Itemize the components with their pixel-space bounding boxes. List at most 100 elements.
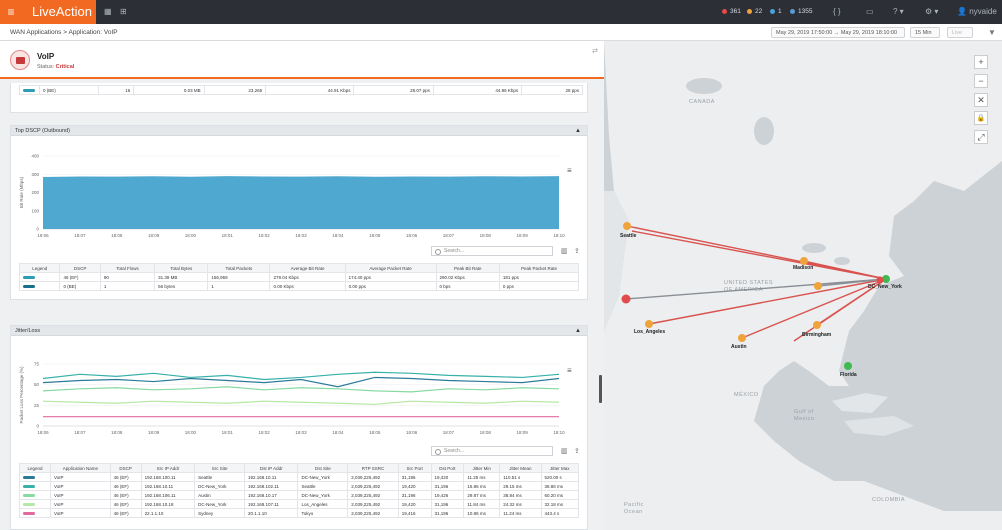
export-icon[interactable]: ⇪ [574, 248, 580, 255]
link-line[interactable] [631, 230, 887, 280]
link-line[interactable] [648, 278, 887, 325]
reset-view-button[interactable]: ✕ [974, 93, 988, 107]
collapse-caret-icon[interactable]: ▲ [575, 128, 581, 134]
live-button[interactable]: Live [947, 27, 973, 38]
jitter-search-input[interactable]: Search... [431, 446, 553, 456]
x-tick-label: 18:08 [480, 233, 492, 238]
column-header[interactable]: DSCP [109, 463, 142, 473]
columns-icon[interactable]: ▥ [561, 248, 568, 255]
table-cell: 29.87 ms [463, 490, 501, 500]
table-cell: 38.86 ms [540, 481, 580, 491]
swap-icon[interactable]: ⇄ [592, 48, 598, 55]
pane-splitter-handle[interactable] [599, 375, 602, 403]
alert-warning-count[interactable]: 22 [747, 8, 762, 15]
column-header[interactable]: Legend [18, 463, 52, 473]
column-header[interactable]: Dst Port [430, 463, 465, 473]
column-header[interactable]: Application Name [50, 463, 111, 473]
column-header[interactable]: Jitter Min [463, 463, 501, 473]
table-row[interactable]: VoIP 46 (EF) 22.1.1.10 Sydney 20.1.1.10 Tokyo… [18, 508, 580, 518]
time-range-picker[interactable]: May 29, 2019 17:50:00 → May 29, 2019 18:… [771, 27, 905, 38]
hamburger-menu-icon[interactable]: ≡ [0, 0, 22, 24]
link-line[interactable] [793, 278, 887, 342]
city-label-madison: Madison [793, 265, 813, 271]
filter-icon[interactable]: ▼ [988, 28, 996, 37]
column-header[interactable]: Average Bit Rate [269, 263, 346, 273]
link-line[interactable] [741, 278, 887, 339]
line-series [42, 371, 560, 381]
table-row[interactable]: 46 (EF) 90 31.39 MB 156,959 279.04 Kbps 174.4… [18, 272, 580, 282]
city-node-alert[interactable] [876, 276, 884, 284]
collapse-caret-icon[interactable]: ▲ [575, 328, 581, 334]
columns-icon[interactable]: ▥ [561, 448, 568, 455]
fullscreen-button[interactable]: ⤢ [974, 130, 988, 144]
export-icon[interactable]: ⇪ [574, 448, 580, 455]
table-row[interactable]: VoIP 46 (EF) 192.168.100.11 Seattle 192.168.… [18, 472, 580, 482]
column-header[interactable]: Jitter Mean [499, 463, 542, 473]
table-row[interactable]: VoIP 46 (EF) 192.168.10.11 DC-New_York 192.1… [18, 481, 580, 491]
panel-header[interactable]: Jitter/Loss ▲ [11, 326, 587, 336]
interval-select[interactable]: 15 Min ▾ [910, 27, 940, 46]
column-header[interactable]: DSCP [59, 263, 101, 273]
column-header[interactable]: Jitter Max [540, 463, 580, 473]
monitor-icon[interactable]: ▭ [866, 7, 874, 16]
zoom-in-button[interactable]: + [974, 55, 988, 69]
expand-icon[interactable]: { } [833, 7, 841, 16]
table-row[interactable]: VoIP 46 (EF) 192.168.106.11 Austin 192.168.1… [18, 490, 580, 500]
table-row[interactable]: 0 (BE) 1 56 bytes 1 0.00 Kbps 0.00 pps 0 bps 0 … [18, 281, 580, 291]
city-node-midwest[interactable] [814, 282, 822, 290]
city-node-florida[interactable] [844, 362, 852, 370]
table-cell: 31,196 [430, 508, 465, 518]
city-node-dc-new-york[interactable] [882, 275, 890, 283]
table-row[interactable]: VoIP 46 (EF) 192.168.10.18 DC-New_York 192.1… [18, 499, 580, 509]
column-header[interactable]: Src Port [397, 463, 432, 473]
city-node-austin[interactable] [738, 334, 746, 342]
y-tick-label: 400 [31, 154, 39, 159]
panel-header[interactable]: Top DSCP (Outbound) ▲ [11, 126, 587, 136]
chart-menu-icon[interactable]: ≡ [567, 366, 572, 375]
column-header[interactable]: Peak Packet Rate [498, 263, 580, 273]
zoom-out-button[interactable]: − [974, 74, 988, 88]
link-line[interactable] [817, 278, 887, 287]
column-header[interactable]: Dst IP Addr [243, 463, 299, 473]
city-node-birmingham[interactable] [813, 321, 821, 329]
city-node-alert-west[interactable] [621, 294, 631, 304]
column-header[interactable]: RTP SSRC [347, 463, 399, 473]
table-cell: 0.00 pps [344, 281, 437, 291]
table-cell: 20.1.1.10 [243, 508, 299, 518]
column-header[interactable]: Peak Bit Rate [435, 263, 500, 273]
table-cell: 2,039,225,492 [347, 472, 399, 482]
column-header[interactable]: Average Packet Rate [344, 263, 437, 273]
x-tick-label: 18:02 [259, 430, 271, 435]
help-icon[interactable]: ? ▾ [893, 7, 904, 16]
link-line[interactable] [625, 278, 887, 300]
city-node-seattle[interactable] [623, 222, 631, 230]
lock-button[interactable]: 🔒 [974, 111, 988, 125]
table-cell: 46 (EF) [59, 272, 101, 282]
column-header[interactable]: Src IP Addr [140, 463, 196, 473]
user-menu[interactable]: 👤 nyvaide [957, 7, 997, 16]
x-tick-label: 18:00 [185, 430, 197, 435]
alert-critical-count[interactable]: 361 [722, 8, 741, 15]
city-label-birmingham: Birmingham [802, 332, 832, 338]
dscp-search-input[interactable]: Search... [431, 246, 553, 256]
network-map[interactable]: CANADA UNITED STATES OF AMERICA MÉXICO Gu… [604, 41, 1002, 530]
legend-cell [18, 281, 61, 291]
city-node-los-angeles[interactable] [645, 320, 653, 328]
grid-icon[interactable]: ⊞ [120, 7, 127, 16]
column-header[interactable]: Dst Site [297, 463, 349, 473]
gear-icon[interactable]: ⚙ ▾ [925, 7, 939, 16]
breadcrumb-root[interactable]: WAN Applications [10, 29, 62, 36]
chart-menu-icon[interactable]: ≡ [567, 166, 572, 175]
alert-info-count[interactable]: 1 [770, 8, 782, 15]
column-header[interactable]: Legend [18, 263, 61, 273]
column-header[interactable]: Total Flows [99, 263, 156, 273]
dashboard-icon[interactable]: ▦ [104, 7, 112, 16]
map-label-canada: CANADA [689, 99, 715, 105]
link-line[interactable] [803, 260, 887, 280]
column-header[interactable]: Src Site [194, 463, 245, 473]
column-header[interactable]: Total Packets [207, 263, 271, 273]
alert-notice-count[interactable]: 1355 [790, 8, 812, 15]
city-node-madison[interactable] [800, 257, 808, 265]
table-cell: 290.02 Kbps [435, 272, 500, 282]
column-header[interactable]: Total Bytes [154, 263, 209, 273]
